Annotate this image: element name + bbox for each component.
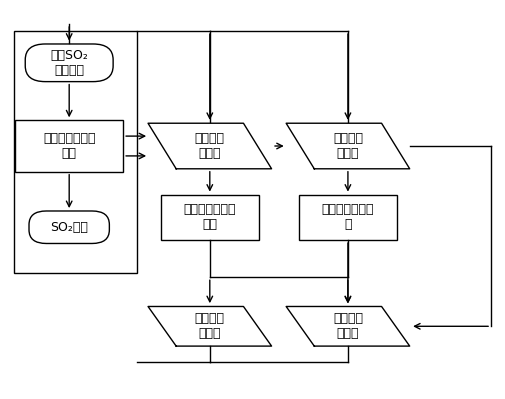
Polygon shape (286, 123, 410, 169)
Text: 自动调节蔒汽流
量: 自动调节蔒汽流 量 (322, 203, 374, 231)
FancyBboxPatch shape (29, 211, 110, 243)
Text: 自动调节富胺液
流量: 自动调节富胺液 流量 (183, 203, 236, 231)
Polygon shape (148, 306, 272, 346)
Text: 解吸塔液
位变化: 解吸塔液 位变化 (195, 132, 225, 160)
Polygon shape (148, 123, 272, 169)
Text: 解吸塔温
度反馈: 解吸塔温 度反馈 (333, 312, 363, 340)
Bar (161, 195, 259, 240)
Bar (299, 195, 397, 240)
Text: SO₂反馈: SO₂反馈 (50, 221, 88, 234)
FancyBboxPatch shape (25, 44, 113, 82)
Bar (15, 120, 123, 172)
Text: 自动调节贫胺液
流量: 自动调节贫胺液 流量 (43, 132, 95, 160)
Text: 解吸塔液
位反馈: 解吸塔液 位反馈 (195, 312, 225, 340)
Text: 烟气SO₂
含量变化: 烟气SO₂ 含量变化 (50, 49, 88, 77)
Text: 解吸塔温
度变化: 解吸塔温 度变化 (333, 132, 363, 160)
Polygon shape (286, 306, 410, 346)
Bar (14, 31, 137, 273)
